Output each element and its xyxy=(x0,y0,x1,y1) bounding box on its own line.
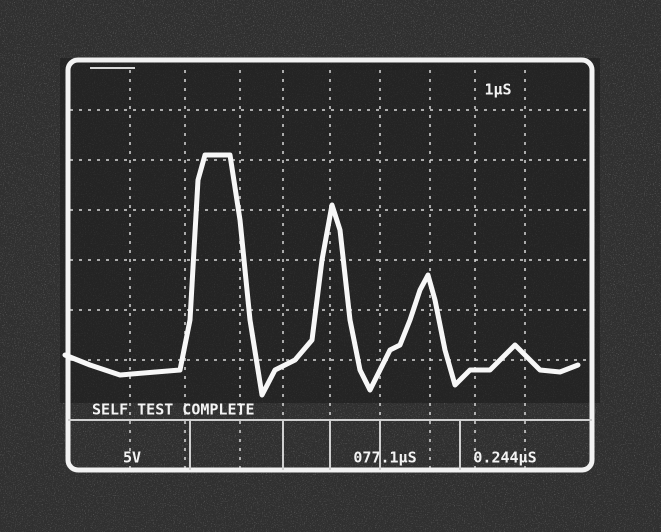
timebase-label: 1μS xyxy=(484,81,511,99)
graticule xyxy=(70,70,590,470)
waveform-trace xyxy=(62,152,581,398)
status-message: SELF TEST COMPLETE xyxy=(92,401,255,419)
readout-separators xyxy=(189,420,461,470)
readout: 0.244μS xyxy=(473,449,536,467)
readout: 077.1μS xyxy=(353,449,416,467)
readout: 5V xyxy=(123,449,141,467)
